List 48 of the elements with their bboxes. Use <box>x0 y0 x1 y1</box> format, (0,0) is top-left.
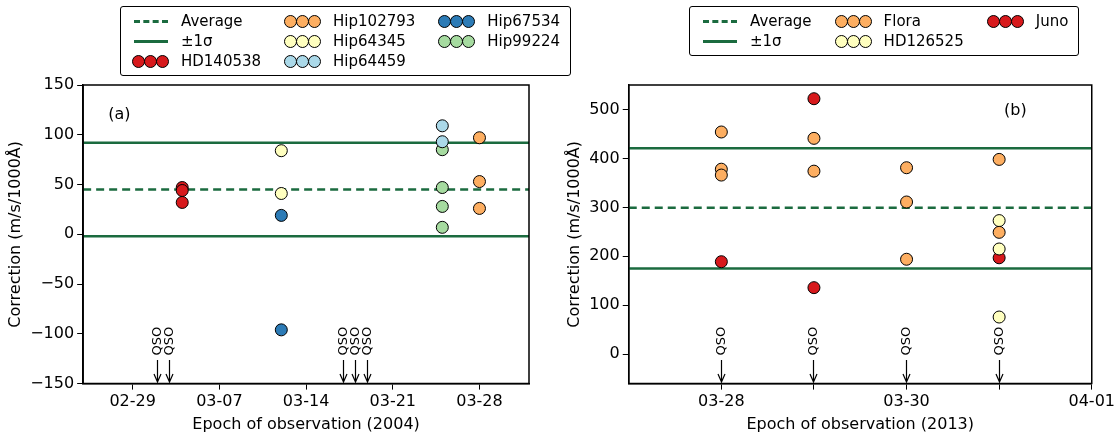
legend-label: Flora <box>883 12 921 30</box>
ref-line-label: QSO <box>334 326 350 356</box>
ref-line-label: QSO <box>712 326 728 356</box>
y-tick-label: 0 <box>609 343 620 363</box>
x-axis-title: Epoch of observation (2013) <box>746 413 974 433</box>
ref-line-label: QSO <box>805 326 821 356</box>
legend-label: ±1σ <box>181 32 213 50</box>
y-tick-label: 150 <box>43 74 75 94</box>
annotation: (b) <box>1004 100 1027 120</box>
x-tick-label: 03-07 <box>196 391 243 411</box>
y-tick-label: 50 <box>53 173 75 193</box>
y-tick-label: 300 <box>589 196 620 216</box>
y-axis-title: Correction (m/s/1000Å) <box>4 140 24 328</box>
y-tick-label: 0 <box>63 223 75 243</box>
y-tick-label: 200 <box>589 245 620 265</box>
legend-label: Average <box>750 12 812 30</box>
x-tick-label: 03-14 <box>282 391 330 411</box>
legend-label: Hip99224 <box>487 32 561 50</box>
x-tick-label: 03-28 <box>698 391 745 411</box>
legend-label: Hip64345 <box>333 32 406 50</box>
legend-label: HD140538 <box>181 52 262 70</box>
ref-line-label: QSO <box>897 326 913 356</box>
y-tick-label: −100 <box>30 322 75 342</box>
y-tick-label: 100 <box>589 294 620 314</box>
ref-line-label: QSO <box>148 326 164 356</box>
legend-label: Juno <box>1035 12 1069 30</box>
y-tick-label: 500 <box>589 98 620 118</box>
legend-label: Hip67534 <box>487 12 561 30</box>
ref-line-label: QSO <box>161 326 177 356</box>
x-tick-label: 03-30 <box>883 391 930 411</box>
legend-label: HD126525 <box>883 32 964 50</box>
ref-line-label: QSO <box>990 326 1006 356</box>
x-tick-label: 04-01 <box>1068 391 1115 411</box>
x-tick-label: 03-21 <box>369 391 417 411</box>
x-axis-title: Epoch of observation (2004) <box>192 413 420 433</box>
annotation: (a) <box>108 104 131 124</box>
x-tick-label: 03-28 <box>456 391 503 411</box>
x-tick-label: 02-29 <box>109 391 156 411</box>
legend-label: Hip102793 <box>333 12 416 30</box>
y-tick-label: 100 <box>43 123 75 143</box>
y-axis-title: Correction (m/s/1000Å) <box>563 140 583 328</box>
y-tick-label: −50 <box>40 273 75 293</box>
legend-label: ±1σ <box>750 32 782 50</box>
y-tick-label: −150 <box>30 372 75 392</box>
legend-label: Hip64459 <box>333 52 406 70</box>
y-tick-label: 400 <box>589 147 620 167</box>
ref-line-label: QSO <box>359 326 375 356</box>
legend-label: Average <box>181 12 243 30</box>
